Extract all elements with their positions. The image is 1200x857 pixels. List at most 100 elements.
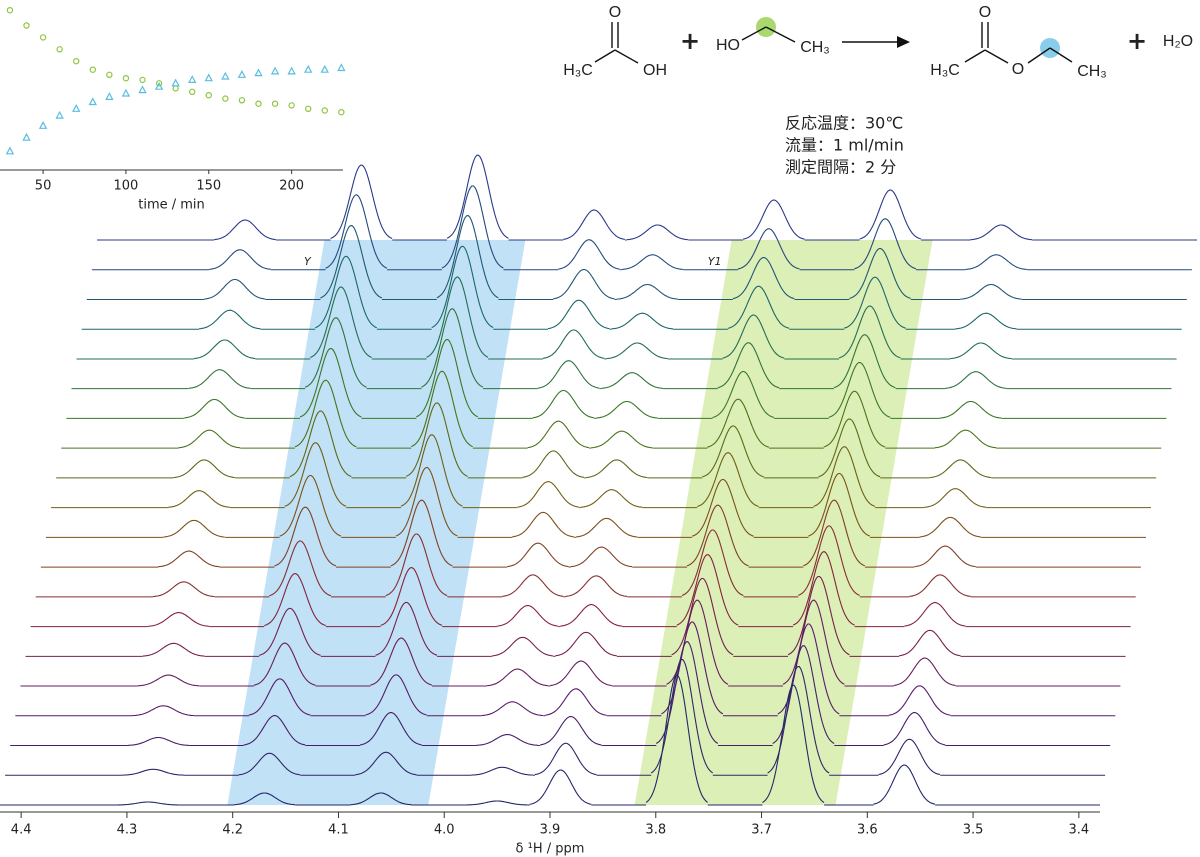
peak (702, 425, 764, 478)
peak (380, 567, 443, 626)
peak (400, 434, 463, 507)
peak (691, 478, 754, 537)
point (255, 100, 262, 107)
condition: 流量：1 ml/min (785, 136, 904, 155)
point (5, 146, 15, 155)
peak (878, 738, 941, 776)
peak (552, 268, 615, 300)
x-tick-label: 50 (35, 179, 52, 194)
peak (315, 255, 378, 329)
peak (299, 348, 362, 418)
peak (264, 573, 326, 627)
condition: 測定間隔：2 分 (785, 158, 896, 177)
point (39, 34, 47, 41)
point (222, 95, 229, 102)
point (106, 71, 113, 79)
peak (844, 276, 906, 329)
atom-label: H₂O (1163, 33, 1193, 50)
bond (765, 26, 796, 43)
point (172, 85, 179, 92)
peak (950, 342, 1012, 360)
point (270, 66, 280, 75)
peak (626, 224, 689, 241)
condition: 反応温度：30℃ (785, 114, 903, 133)
peak (818, 418, 881, 478)
region-label: Y1 (708, 255, 722, 268)
peak (534, 742, 597, 776)
peak (446, 154, 509, 239)
point (139, 76, 146, 84)
peak (782, 599, 845, 685)
atom-label: H₃C (930, 62, 960, 79)
point (205, 91, 212, 99)
peak (813, 446, 876, 507)
peak (284, 442, 347, 507)
peak (859, 189, 922, 240)
peak (611, 312, 674, 330)
axes: 4.4 4.3 4.2 4.1 4.0 3.9 3.8 3.7 3.6 3.5 3.4 δ ¹H / … (0, 811, 1100, 857)
peak (517, 481, 579, 508)
peak (209, 249, 271, 270)
peak (147, 612, 210, 627)
arrow-head (897, 36, 910, 48)
peak (899, 629, 961, 657)
peak (502, 574, 564, 597)
peak (550, 660, 612, 687)
peak (914, 545, 976, 568)
point (56, 46, 63, 53)
peak (681, 529, 744, 597)
x-tick-label: 3.9 (540, 823, 561, 838)
point (321, 107, 328, 114)
peak (565, 575, 628, 597)
peak (823, 390, 886, 448)
atom-label: O (979, 4, 991, 21)
point (320, 64, 329, 73)
spectra (0, 154, 1197, 806)
peak (712, 370, 775, 419)
peak (410, 370, 473, 448)
peak (787, 575, 850, 656)
peak (360, 712, 422, 746)
peak (970, 224, 1033, 241)
peak (491, 636, 554, 657)
point (304, 64, 313, 73)
point (305, 105, 312, 113)
peak (575, 517, 638, 538)
peak (893, 657, 956, 687)
point (89, 66, 96, 73)
atom-label: CH₃ (800, 39, 830, 56)
peak (621, 254, 684, 270)
peak (803, 499, 866, 567)
peak (248, 678, 311, 716)
atom-label: O (1012, 61, 1024, 78)
peak (294, 379, 357, 448)
peak (375, 601, 438, 656)
region-label: Y (304, 255, 312, 268)
peak (686, 504, 749, 567)
peak (405, 402, 468, 477)
peak (416, 339, 479, 418)
peak (481, 701, 544, 717)
point (238, 97, 246, 104)
peak (742, 199, 805, 240)
peak (676, 554, 739, 626)
peak (585, 459, 648, 479)
x-tick-label: 150 (196, 179, 221, 194)
peak (929, 459, 992, 479)
peak (330, 164, 393, 239)
peak (233, 792, 296, 806)
peak (737, 228, 800, 270)
peak (320, 225, 383, 299)
peak (168, 490, 230, 508)
peak (142, 642, 205, 657)
peak (707, 398, 770, 448)
x-tick-label: 4.4 (11, 823, 32, 838)
point (288, 102, 295, 109)
bond (1049, 47, 1073, 63)
point (72, 104, 81, 112)
point (38, 121, 48, 129)
peak (258, 607, 321, 656)
peak (732, 257, 795, 300)
conditions: 反応温度：30℃ 流量：1 ml/min 測定間隔：2 分 (785, 114, 904, 177)
